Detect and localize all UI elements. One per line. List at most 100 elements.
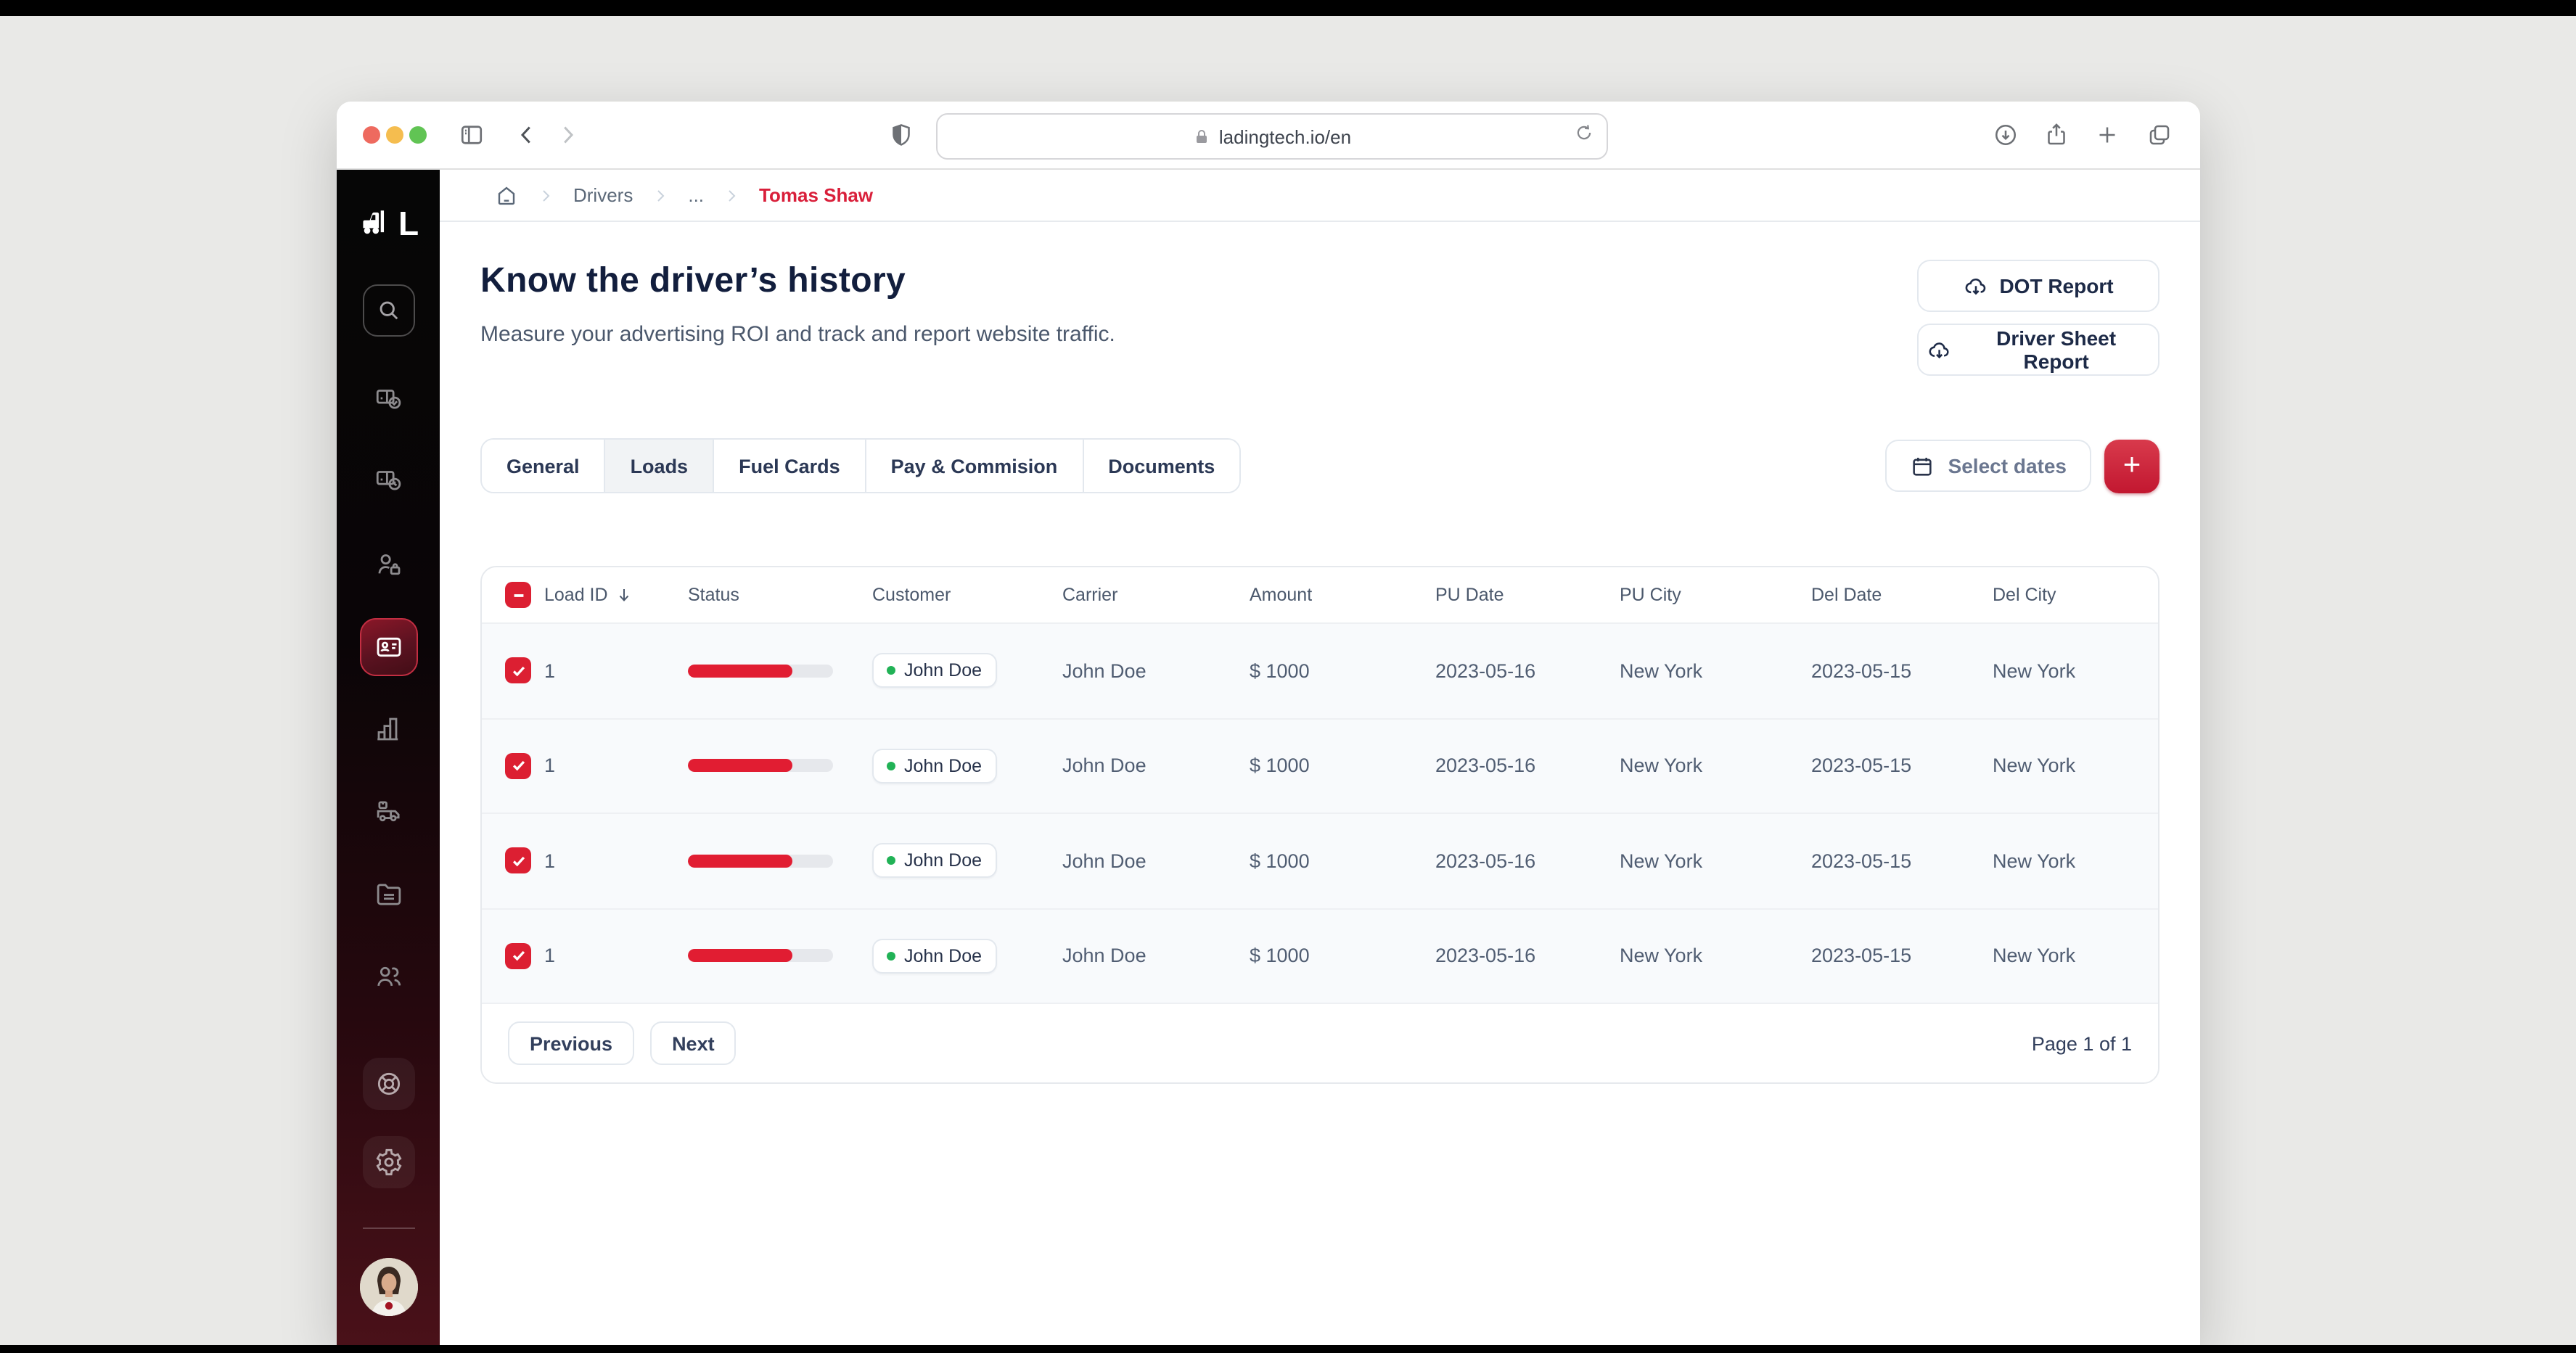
cell-pu-date: 2023-05-16	[1435, 754, 1536, 777]
cell-customer: John Doe	[872, 653, 1062, 688]
sort-descending-icon[interactable]	[615, 586, 633, 604]
select-dates-button[interactable]: Select dates	[1885, 440, 2091, 492]
row-checkbox-checked[interactable]	[505, 942, 531, 969]
search-button[interactable]	[362, 284, 414, 337]
indeterminate-icon	[513, 593, 523, 596]
table-header-row: Load ID Status Customer Carrier Amount P…	[482, 567, 2158, 624]
browser-window: ladingtech.io/en	[337, 102, 2200, 1344]
sidebar-item-drivers-active[interactable]	[359, 618, 417, 676]
next-page-button[interactable]: Next	[650, 1021, 737, 1065]
plus-icon: +	[2122, 448, 2141, 482]
url-text: ladingtech.io/en	[1218, 126, 1352, 147]
cell-amount: $ 1000	[1250, 850, 1310, 872]
breadcrumb-item-drivers[interactable]: Drivers	[573, 184, 633, 206]
table-row[interactable]: 1 John Doe	[482, 624, 2158, 719]
sidebar-item-customers[interactable]	[373, 550, 403, 580]
cell-del-date: 2023-05-15	[1811, 945, 1912, 967]
breadcrumb-item-ellipsis[interactable]: ...	[688, 184, 705, 206]
downloads-icon[interactable]	[1991, 120, 2020, 149]
sidebar-item-trucks[interactable]	[373, 797, 403, 827]
cell-pu-city: New York	[1620, 659, 1703, 682]
column-header-pu-date[interactable]: PU Date	[1435, 585, 1504, 605]
check-icon	[512, 666, 525, 676]
select-all-checkbox[interactable]	[505, 582, 531, 608]
forward-button[interactable]	[553, 120, 582, 149]
gear-icon	[375, 1148, 401, 1176]
cell-load-id: 1	[544, 850, 556, 872]
row-checkbox-checked[interactable]	[505, 657, 531, 684]
main-content: Drivers ... Tomas Shaw Know the driver’s…	[440, 170, 2200, 1344]
cell-amount: $ 1000	[1250, 945, 1310, 967]
table-row[interactable]: 1 John Doe	[482, 814, 2158, 909]
chevron-right-icon	[652, 186, 669, 204]
sidebar-item-reports[interactable]	[373, 714, 403, 744]
add-load-button[interactable]: +	[2104, 439, 2159, 493]
cell-del-city: New York	[1993, 754, 2076, 777]
table-row[interactable]: 1 John Doe	[482, 719, 2158, 814]
breadcrumb: Drivers ... Tomas Shaw	[440, 170, 2200, 222]
row-checkbox-checked[interactable]	[505, 752, 531, 779]
column-header-carrier[interactable]: Carrier	[1062, 585, 1118, 605]
close-window-button[interactable]	[363, 126, 380, 144]
tab-overview-icon[interactable]	[2145, 120, 2174, 149]
minimize-window-button[interactable]	[386, 126, 403, 144]
share-icon[interactable]	[2042, 120, 2071, 149]
zoom-window-button[interactable]	[409, 126, 427, 144]
address-bar[interactable]: ladingtech.io/en	[936, 113, 1608, 160]
page-header: Know the driver’s history Measure your a…	[440, 222, 2200, 376]
row-checkbox-checked[interactable]	[505, 847, 531, 874]
dot-report-button[interactable]: DOT Report	[1917, 260, 2159, 312]
back-button[interactable]	[512, 120, 541, 149]
customer-badge[interactable]: John Doe	[872, 843, 997, 879]
tab-documents[interactable]: Documents	[1083, 440, 1240, 492]
check-icon	[512, 856, 525, 866]
sidebar-item-team[interactable]	[373, 962, 403, 992]
privacy-shield-icon[interactable]	[887, 120, 916, 149]
sidebar-item-loads-pending[interactable]	[373, 464, 403, 495]
status-progress-bar	[688, 664, 833, 678]
customer-badge[interactable]: John Doe	[872, 938, 997, 974]
truck-clock-icon	[375, 471, 401, 490]
column-header-load-id[interactable]: Load ID	[544, 585, 608, 605]
calendar-icon	[1913, 456, 1932, 475]
cell-customer: John Doe	[872, 748, 1062, 784]
previous-page-button[interactable]: Previous	[508, 1021, 635, 1065]
cell-del-date: 2023-05-15	[1811, 659, 1912, 682]
app-logo[interactable]: L	[358, 205, 419, 242]
customer-name: John Doe	[904, 945, 983, 966]
user-avatar[interactable]	[359, 1258, 417, 1316]
sidebar-item-settings[interactable]	[362, 1136, 414, 1188]
chevron-right-icon	[723, 186, 740, 204]
customer-badge[interactable]: John Doe	[872, 653, 997, 688]
customer-name: John Doe	[904, 850, 983, 871]
column-header-amount[interactable]: Amount	[1250, 585, 1313, 605]
cell-customer: John Doe	[872, 938, 1062, 974]
browser-toolbar: ladingtech.io/en	[337, 102, 2200, 170]
sidebar-item-documents[interactable]	[373, 879, 403, 910]
driver-sheet-report-label: Driver Sheet Report	[1996, 326, 2117, 373]
table-body: 1 John Doe	[482, 624, 2158, 1004]
tab-loads[interactable]: Loads	[605, 440, 715, 492]
truck-check-icon	[375, 390, 401, 409]
tab-bar: General Loads Fuel Cards Pay & Commision…	[480, 438, 1242, 493]
column-header-customer[interactable]: Customer	[872, 585, 951, 605]
sidebar-toggle-icon[interactable]	[457, 120, 486, 149]
driver-sheet-report-button[interactable]: Driver Sheet Report	[1917, 324, 2159, 376]
reload-icon[interactable]	[1573, 122, 1595, 148]
home-icon[interactable]	[495, 184, 518, 207]
sidebar-item-help[interactable]	[362, 1058, 414, 1110]
column-header-status[interactable]: Status	[688, 585, 739, 605]
column-header-del-date[interactable]: Del Date	[1811, 585, 1882, 605]
tab-fuel-cards[interactable]: Fuel Cards	[714, 440, 866, 492]
customer-badge[interactable]: John Doe	[872, 748, 997, 784]
tab-pay-commission[interactable]: Pay & Commision	[866, 440, 1084, 492]
cell-pu-city: New York	[1620, 754, 1703, 777]
new-tab-icon[interactable]	[2093, 120, 2122, 149]
sidebar-item-loads-confirmed[interactable]	[373, 383, 403, 414]
column-header-pu-city[interactable]: PU City	[1620, 585, 1681, 605]
tab-general[interactable]: General	[482, 440, 606, 492]
column-header-del-city[interactable]: Del City	[1993, 585, 2056, 605]
lock-icon	[1193, 127, 1210, 146]
table-row[interactable]: 1 John Doe	[482, 909, 2158, 1004]
